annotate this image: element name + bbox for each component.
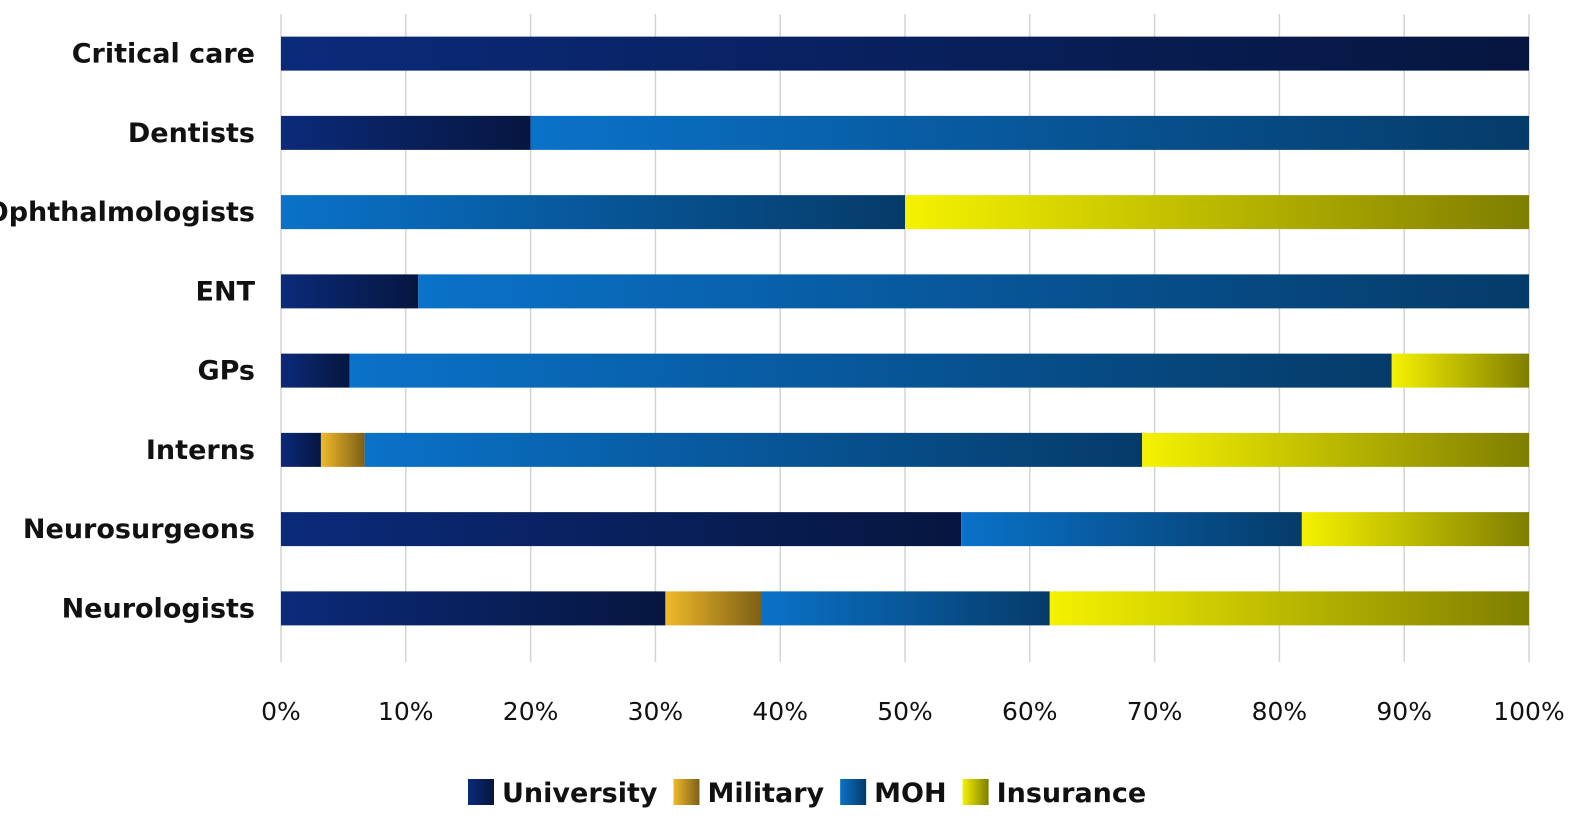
gridlines: [280, 14, 1530, 662]
x-tick-label: 60%: [1002, 697, 1058, 726]
bar-interns-university: [281, 432, 321, 467]
legend-label-military: Military: [707, 778, 824, 809]
x-tick-label: 10%: [378, 697, 434, 726]
category-label-interns: Interns: [146, 435, 255, 466]
legend-label-university: University: [502, 778, 658, 809]
legend-swatch-military: [673, 779, 700, 805]
category-label-neurosurgeons: Neurosurgeons: [23, 514, 255, 545]
category-label-dentists: Dentists: [128, 118, 255, 149]
legend-label-moh: MOH: [874, 778, 946, 809]
bar-neurosurgeons-university: [281, 512, 962, 547]
x-axis-tick-labels: 0% 10% 20% 30% 40% 50% 60% 70% 80% 90% 100%: [261, 697, 1565, 726]
x-tick-label: 30%: [628, 697, 684, 726]
legend-swatch-moh: [840, 779, 867, 805]
bar-interns-moh: [364, 432, 1143, 467]
legend-swatch-insurance: [962, 779, 989, 805]
x-tick-label: 80%: [1252, 697, 1308, 726]
category-label-critical-care: Critical care: [72, 39, 255, 70]
bar-neurosurgeons-moh: [961, 512, 1302, 547]
bar-ent-university: [281, 274, 419, 309]
bar-gps-insurance: [1391, 353, 1529, 388]
x-tick-label: 20%: [503, 697, 559, 726]
bar-dentists-university: [281, 115, 531, 150]
bars: [281, 36, 1529, 626]
x-tick-label: 100%: [1493, 697, 1564, 726]
bar-ent-moh: [418, 274, 1529, 309]
category-label-ophthalmologists: Ophthalmologists: [0, 197, 255, 228]
bar-ophthalmologists-insurance: [905, 195, 1529, 230]
x-tick-label: 40%: [752, 697, 808, 726]
bar-gps-university: [281, 353, 350, 388]
category-labels: Critical care Dentists Ophthalmologists ENT…: [0, 39, 256, 625]
x-tick-label: 0%: [261, 697, 301, 726]
bar-dentists-moh: [530, 115, 1529, 150]
legend-label-insurance: Insurance: [997, 778, 1147, 809]
bar-critical-care-university: [281, 36, 1529, 71]
category-label-ent: ENT: [196, 276, 256, 307]
legend-swatch-university: [468, 779, 494, 805]
bar-neurologists-university: [281, 591, 666, 626]
x-tick-label: 90%: [1376, 697, 1432, 726]
bar-neurosurgeons-insurance: [1301, 512, 1529, 547]
category-label-gps: GPs: [197, 356, 255, 387]
bar-interns-military: [320, 432, 365, 467]
bar-neurologists-insurance: [1049, 591, 1529, 626]
x-tick-label: 50%: [877, 697, 933, 726]
x-tick-label: 70%: [1127, 697, 1183, 726]
bar-neurologists-military: [665, 591, 762, 626]
legend: University Military MOH Insurance: [468, 778, 1146, 809]
bar-interns-insurance: [1142, 432, 1529, 467]
bar-gps-moh: [349, 353, 1392, 388]
category-label-neurologists: Neurologists: [62, 593, 255, 624]
bar-ophthalmologists-moh: [281, 195, 905, 230]
bar-neurologists-moh: [761, 591, 1050, 626]
